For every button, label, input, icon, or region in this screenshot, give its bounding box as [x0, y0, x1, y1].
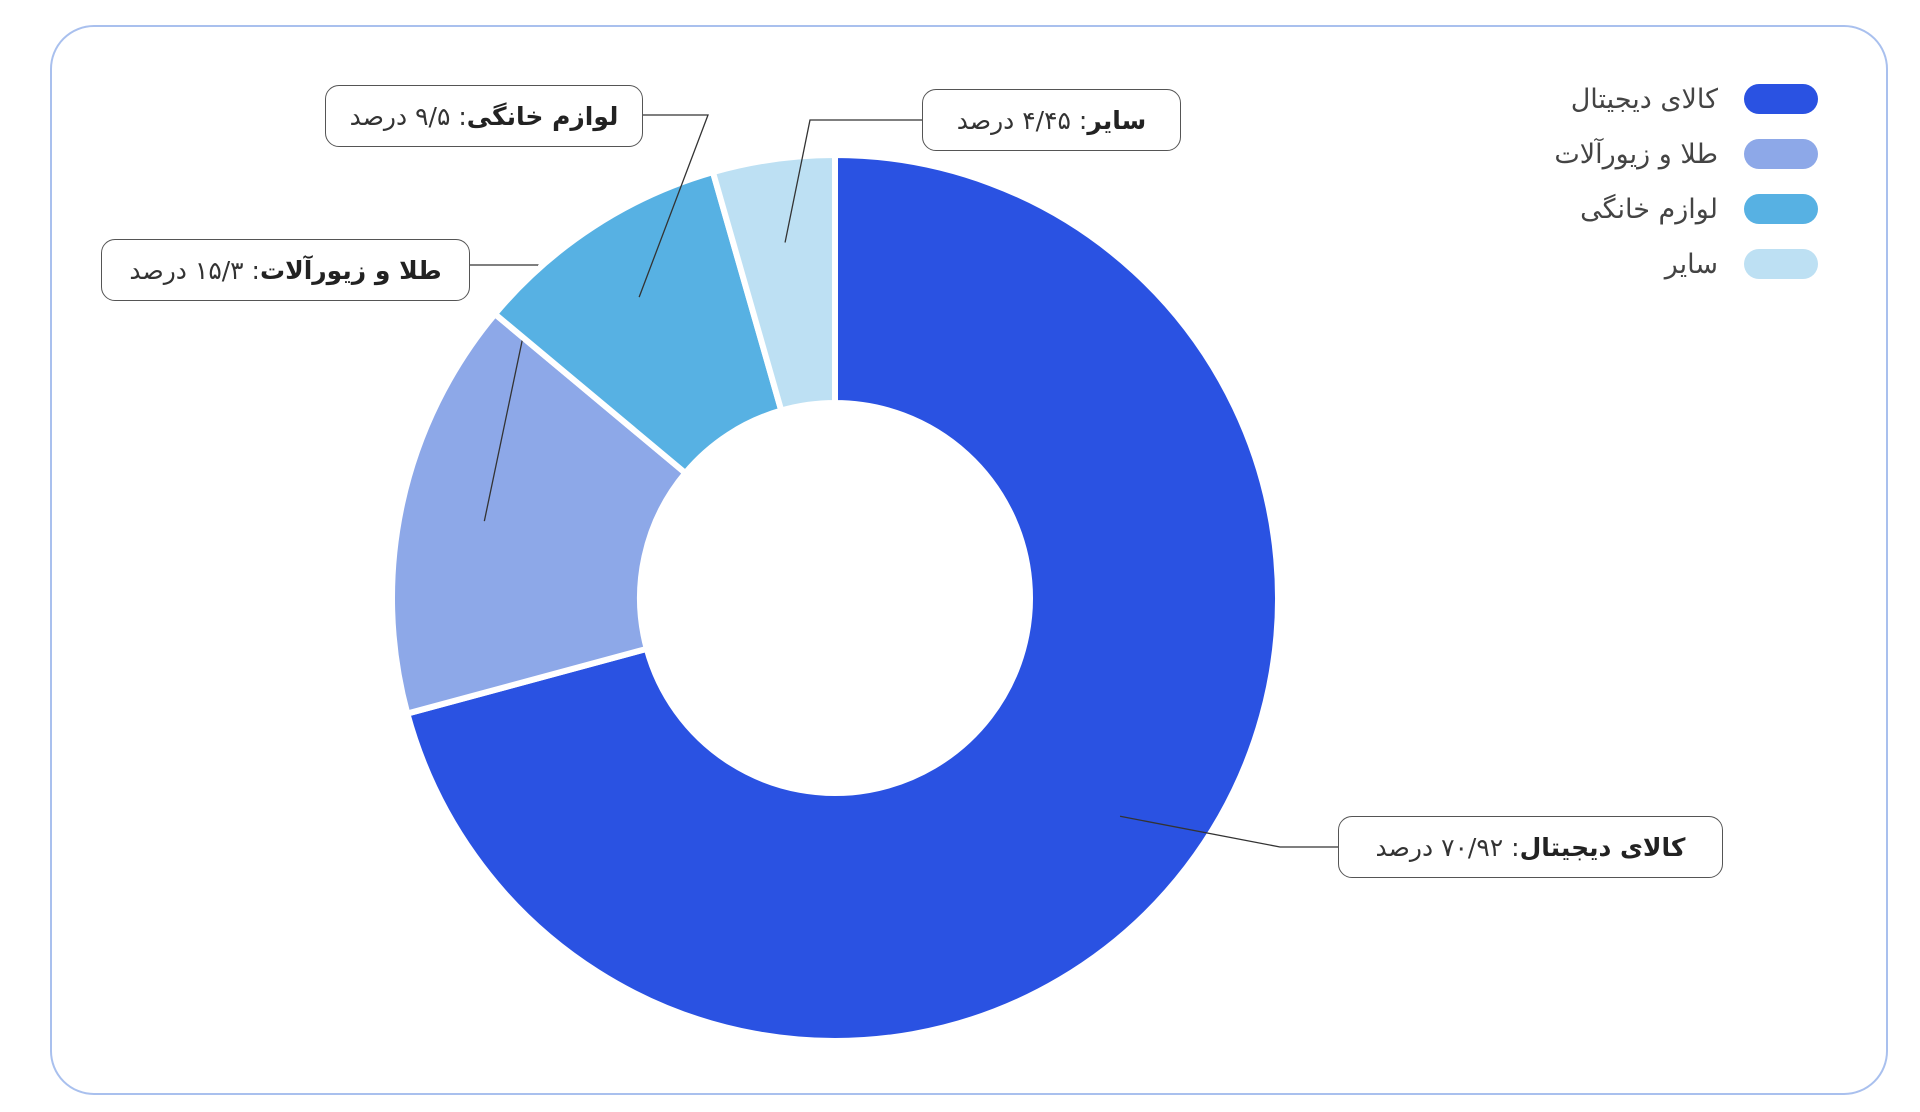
legend-item: کالای دیجیتال [1571, 82, 1818, 116]
callout-category: سایر [1087, 105, 1147, 135]
legend-swatch [1744, 194, 1818, 224]
legend-swatch [1744, 84, 1818, 114]
legend-item: سایر [1665, 247, 1818, 281]
leader-line [784, 119, 922, 243]
legend-item: طلا و زیورآلات [1554, 137, 1818, 171]
data-label: : ۷۰/۹۲ درصد [1375, 832, 1520, 862]
leader-line [470, 264, 539, 522]
data-label: : ۱۵/۳ درصد [129, 255, 260, 285]
donut-slice [709, 151, 838, 415]
data-callout: طلا و زیورآلات: ۱۵/۳ درصد [101, 239, 470, 301]
donut-slice [403, 151, 1281, 1044]
callout-category: طلا و زیورآلات [259, 255, 442, 285]
legend-swatch [1744, 249, 1818, 279]
callout-category: کالای دیجیتال [1519, 832, 1686, 862]
leader-line [638, 114, 709, 298]
legend-label: کالای دیجیتال [1570, 83, 1718, 115]
donut-slice [490, 168, 785, 478]
data-label: : ۹/۵ درصد [349, 101, 467, 131]
data-callout: سایر: ۴/۴۵ درصد [922, 89, 1181, 151]
data-callout: کالای دیجیتال: ۷۰/۹۲ درصد [1338, 816, 1723, 878]
legend-item: لوازم خانگی [1580, 192, 1818, 226]
legend-swatch [1744, 139, 1818, 169]
legend-label: سایر [1664, 248, 1718, 280]
data-label: : ۴/۴۵ درصد [956, 105, 1088, 135]
data-callout: لوازم خانگی: ۹/۵ درصد [325, 85, 643, 147]
leader-line [1119, 815, 1338, 848]
callout-category: لوازم خانگی [466, 101, 619, 131]
legend-label: لوازم خانگی [1580, 193, 1718, 225]
legend-label: طلا و زیورآلات [1554, 138, 1718, 170]
chart-card [50, 25, 1888, 1095]
